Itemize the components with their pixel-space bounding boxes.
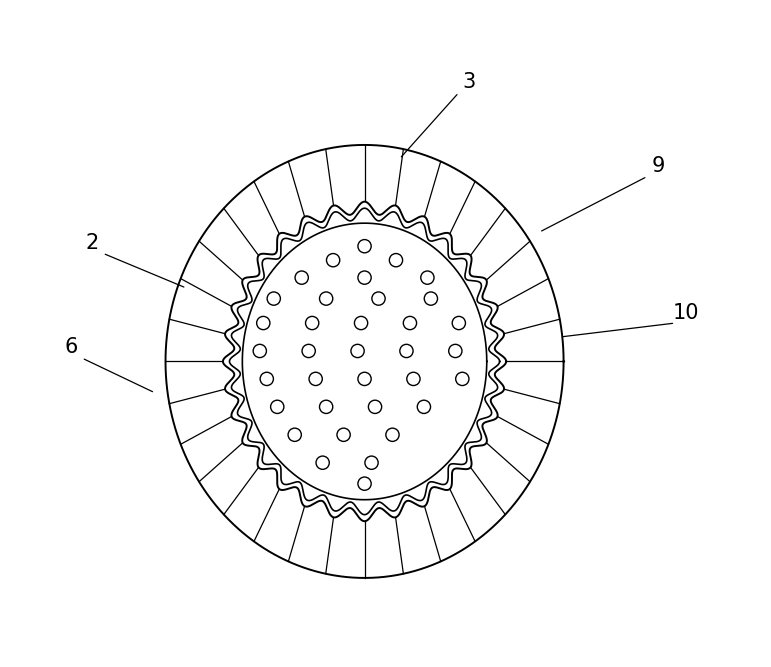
Polygon shape <box>223 201 507 521</box>
Polygon shape <box>242 223 487 500</box>
Text: 9: 9 <box>651 156 665 176</box>
Text: 2: 2 <box>86 233 99 253</box>
Text: 3: 3 <box>463 72 476 92</box>
Text: 10: 10 <box>672 303 699 323</box>
Text: 6: 6 <box>65 338 78 358</box>
